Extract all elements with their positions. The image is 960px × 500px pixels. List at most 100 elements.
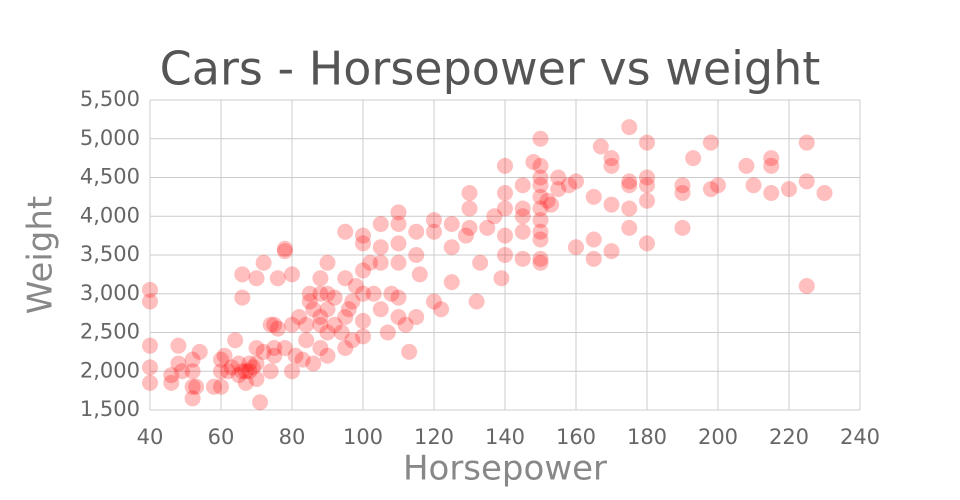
point: [798, 278, 815, 294]
point: [220, 363, 237, 380]
point: [294, 351, 311, 368]
point: [426, 223, 442, 240]
point: [301, 285, 318, 302]
point: [362, 254, 379, 271]
x-tick-label: 120: [414, 425, 454, 449]
point: [514, 250, 531, 267]
point: [142, 281, 158, 298]
point: [585, 188, 602, 205]
point: [372, 301, 389, 318]
point: [312, 340, 329, 356]
point: [326, 289, 343, 306]
point: [337, 340, 354, 356]
point: [497, 247, 513, 263]
point: [266, 340, 283, 356]
point: [461, 185, 478, 201]
point: [248, 371, 265, 387]
point: [763, 150, 780, 167]
y-tick-label: 5,500: [80, 87, 140, 111]
point: [426, 212, 442, 229]
point: [539, 192, 556, 209]
point: [142, 374, 158, 391]
point: [457, 227, 474, 244]
point: [674, 177, 691, 194]
point: [312, 270, 329, 287]
point: [738, 157, 755, 174]
point: [408, 223, 425, 240]
point: [255, 254, 272, 271]
point: [223, 359, 240, 376]
point: [710, 177, 726, 194]
x-tick-label: 140: [485, 425, 525, 449]
point: [291, 309, 308, 325]
x-axis-label: Horsepower: [403, 449, 607, 489]
point: [305, 301, 322, 318]
point: [461, 219, 478, 236]
point: [319, 254, 336, 271]
point: [287, 347, 304, 364]
x-tick-label: 220: [769, 425, 809, 449]
point: [390, 289, 407, 306]
point: [344, 332, 361, 349]
point: [234, 363, 251, 380]
point: [173, 363, 190, 380]
point: [170, 355, 187, 372]
point: [301, 293, 318, 310]
point: [213, 378, 229, 395]
y-tick-label: 4,000: [80, 203, 140, 227]
point: [514, 177, 531, 194]
point: [237, 374, 254, 391]
point: [284, 266, 300, 283]
point: [276, 240, 293, 257]
point: [337, 309, 354, 325]
point: [426, 293, 442, 310]
point: [355, 235, 371, 252]
point: [532, 254, 549, 271]
point: [298, 332, 315, 349]
point: [497, 227, 513, 244]
point: [674, 219, 691, 236]
point: [639, 177, 655, 194]
point: [230, 367, 247, 384]
point: [408, 247, 425, 263]
point: [252, 394, 269, 411]
point: [621, 119, 638, 136]
point: [326, 316, 343, 333]
point: [702, 181, 719, 198]
point: [497, 200, 513, 217]
point: [142, 359, 158, 376]
y-tick-label: 5,000: [80, 126, 140, 150]
point: [514, 223, 531, 240]
point: [532, 188, 549, 205]
x-tick-label: 80: [279, 425, 306, 449]
point: [433, 301, 450, 318]
chart-title: Cars - Horsepower vs weight: [160, 42, 821, 96]
x-tick-label: 60: [208, 425, 235, 449]
point: [497, 185, 513, 201]
y-tick-label: 4,500: [80, 165, 140, 189]
point: [816, 185, 833, 201]
point: [493, 270, 510, 287]
point: [532, 157, 549, 174]
point: [344, 293, 361, 310]
y-axis-label: Weight: [21, 196, 61, 314]
point: [514, 200, 531, 217]
point: [550, 169, 567, 186]
x-tick-label: 200: [698, 425, 738, 449]
point: [213, 363, 229, 380]
point: [532, 223, 549, 240]
point: [269, 270, 286, 287]
point: [486, 208, 503, 225]
point: [312, 285, 329, 302]
point: [312, 309, 329, 325]
y-tick-label: 3,500: [80, 242, 140, 266]
point: [532, 212, 549, 229]
point: [184, 351, 201, 368]
point: [560, 177, 577, 194]
point: [213, 351, 229, 368]
point: [621, 219, 638, 236]
point: [532, 250, 549, 267]
point: [355, 285, 371, 302]
point: [184, 378, 201, 395]
point: [390, 235, 407, 252]
